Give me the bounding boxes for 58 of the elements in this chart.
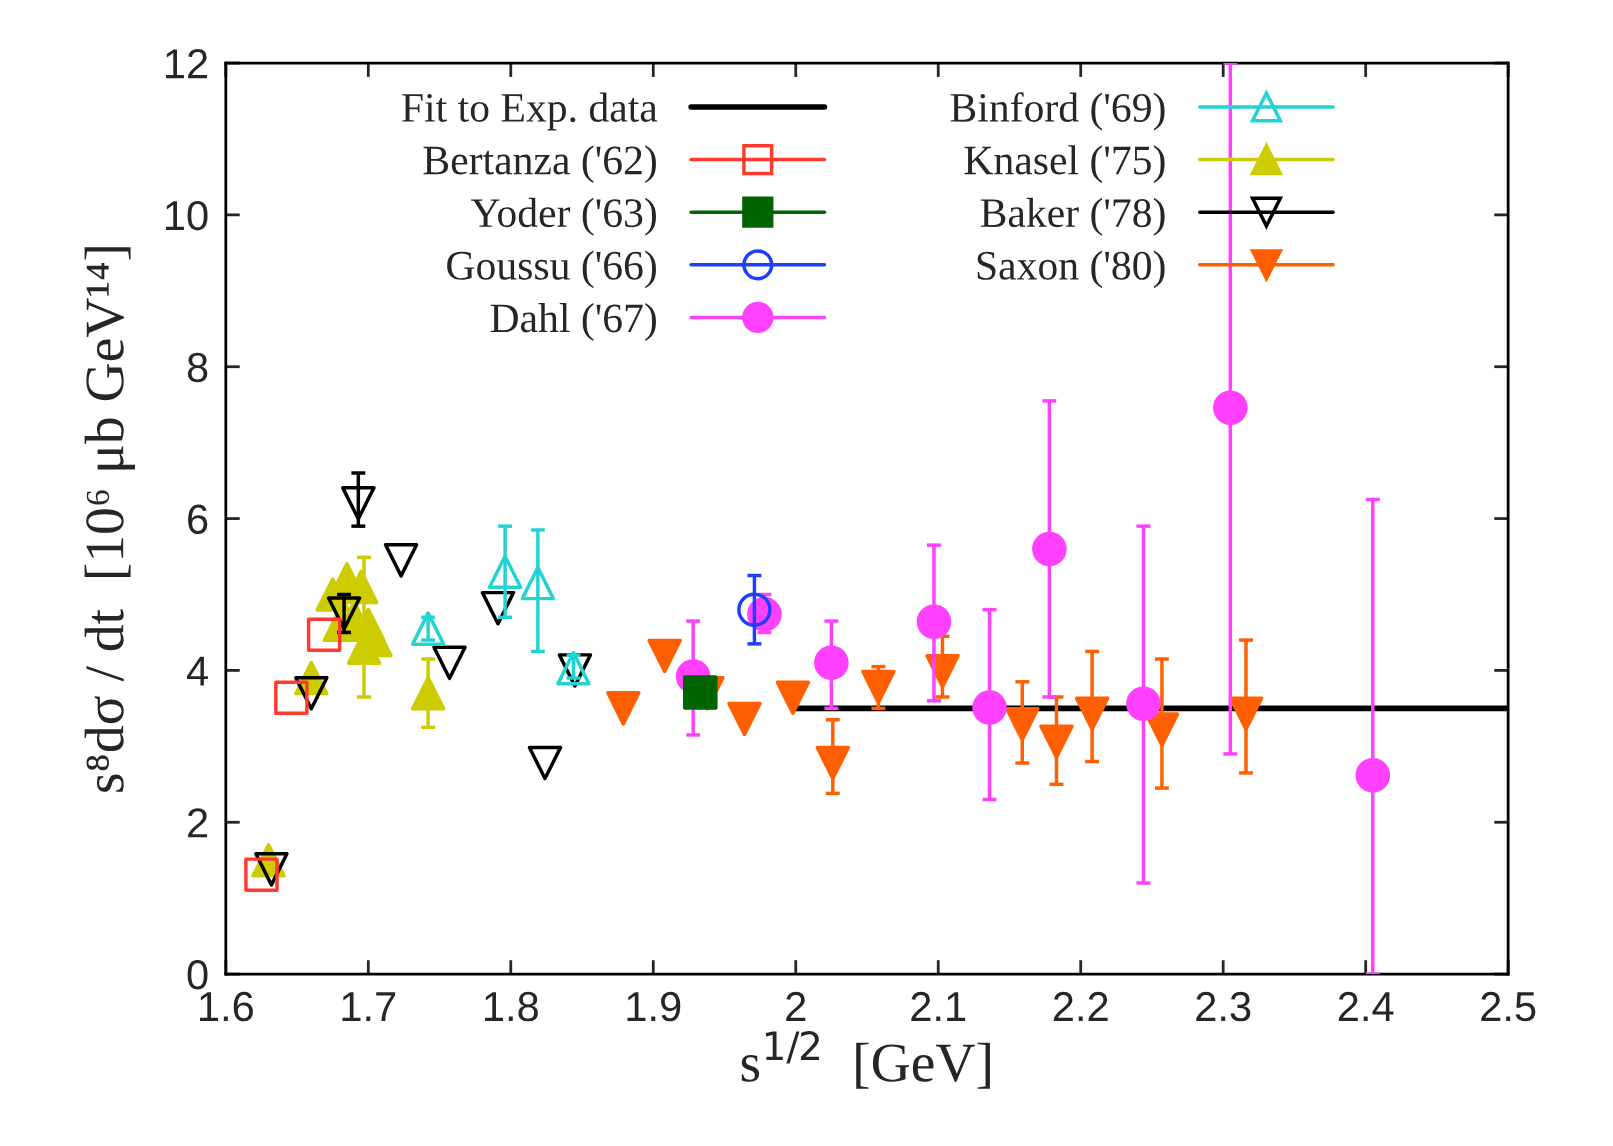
- legend-label: Dahl ('67): [490, 303, 656, 341]
- y-tick-label: 12: [165, 49, 208, 79]
- x-tick-label: 2.3: [1196, 991, 1251, 1022]
- point: [244, 857, 279, 892]
- x-tick-label: 1.9: [627, 991, 681, 1022]
- point: [1039, 724, 1074, 760]
- point: [1355, 757, 1391, 793]
- point: [647, 638, 682, 674]
- point: [520, 565, 556, 601]
- point: [683, 675, 718, 710]
- point: [410, 611, 446, 646]
- y-tick-label: 2: [188, 808, 208, 838]
- legend-label: Knasel ('75): [964, 145, 1165, 184]
- point: [1213, 390, 1248, 425]
- x-tick-label: 2.1: [911, 991, 966, 1021]
- y-tick-label: 10: [165, 200, 208, 231]
- point: [1032, 531, 1067, 567]
- x-tick-label: 2.2: [1053, 991, 1108, 1021]
- point: [341, 486, 376, 521]
- y-tick-label: 0: [187, 960, 208, 990]
- point: [1126, 686, 1161, 722]
- y-tick-label: 8: [187, 352, 208, 383]
- x-tick-label: 2: [786, 991, 806, 1021]
- legend-label: Bertanza ('62): [423, 145, 656, 184]
- point: [861, 669, 896, 705]
- point: [1074, 696, 1110, 731]
- point: [775, 680, 811, 716]
- point: [815, 745, 851, 781]
- legend-label: Saxon ('80): [977, 250, 1165, 289]
- point: [1005, 707, 1040, 742]
- point: [326, 596, 362, 631]
- x-tick-label: 2.4: [1338, 991, 1394, 1021]
- legend-label: Yoder ('63): [470, 197, 656, 236]
- point: [606, 691, 641, 726]
- point: [487, 554, 523, 589]
- legend-label: Fit to Exp. data: [402, 92, 658, 131]
- point: [432, 645, 467, 681]
- legend-label: Baker ('78): [980, 197, 1165, 236]
- x-tick-label: 2.5: [1481, 991, 1536, 1022]
- point: [527, 745, 563, 781]
- point: [306, 617, 342, 652]
- legend-label: Binford ('69): [950, 92, 1165, 131]
- x-tick-label: 1.8: [485, 991, 538, 1022]
- point: [410, 675, 446, 711]
- point: [727, 701, 762, 737]
- point: [274, 680, 309, 716]
- point: [383, 543, 419, 578]
- y-axis-title: s⁸dσ / dt [10⁶ μb GeV¹⁴]: [84, 247, 136, 792]
- x-tick-label: 1.7: [342, 992, 396, 1021]
- y-tick-label: 4: [186, 656, 208, 686]
- legend-label: Goussu ('66): [447, 250, 656, 289]
- point: [972, 690, 1007, 725]
- point: [814, 645, 849, 681]
- x-axis-title: s$^{1/2}$ [GeV]: [741, 1031, 990, 1089]
- point: [737, 592, 772, 627]
- y-tick-label: 6: [188, 504, 208, 535]
- point: [916, 604, 952, 640]
- x-tick-label: 1.6: [200, 991, 253, 1022]
